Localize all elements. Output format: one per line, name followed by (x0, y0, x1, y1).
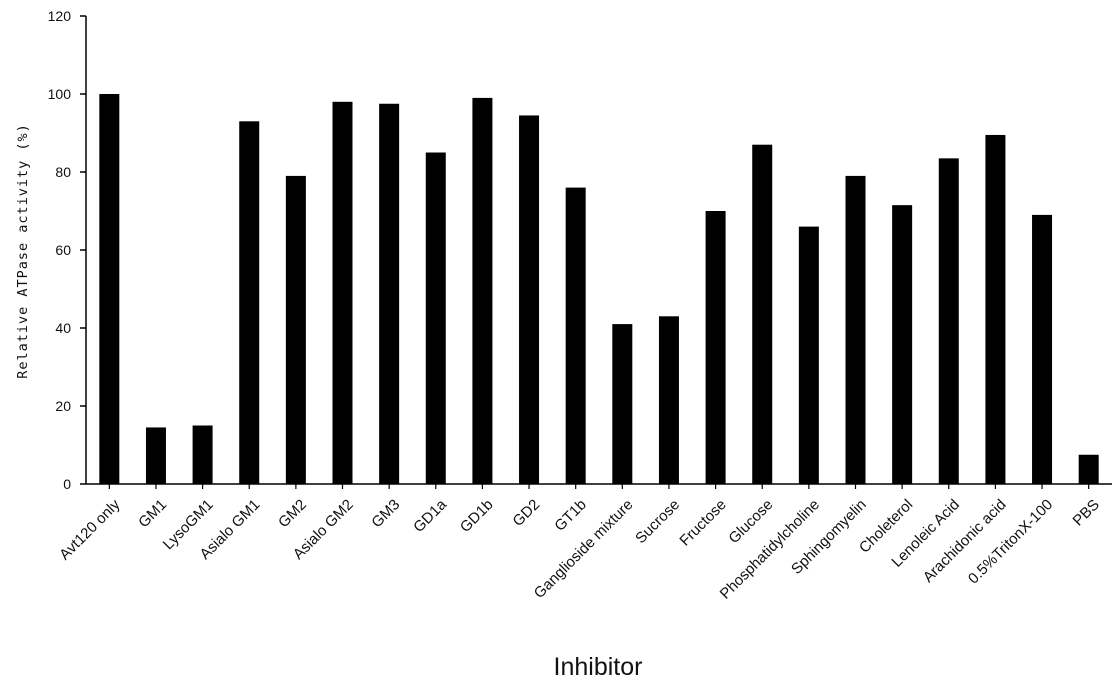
category-label: Avt120 only (56, 496, 124, 564)
bar (425, 152, 446, 484)
category-label: GM1 (135, 496, 170, 531)
y-tick-label: 20 (55, 398, 71, 414)
category-label: PBS (1070, 496, 1103, 529)
category-label: 0.5%TritonX-100 (965, 496, 1056, 587)
category-label: GD1a (410, 496, 450, 536)
bar (705, 211, 726, 484)
category-label: GD2 (509, 496, 543, 530)
bar (798, 226, 819, 484)
category-label: GM3 (368, 496, 403, 531)
category-label: GD1b (457, 496, 497, 536)
y-axis-label: Relative ATPase activity (%) (15, 123, 31, 379)
bar (379, 103, 400, 484)
bar (99, 94, 120, 484)
bar (612, 324, 633, 484)
category-label: Sucrose (632, 496, 683, 547)
bar (285, 175, 306, 484)
category-label: GM2 (275, 496, 310, 531)
bar (565, 187, 586, 484)
bar (192, 425, 213, 484)
bars (99, 94, 1099, 485)
bar (1032, 214, 1053, 484)
bar (938, 158, 959, 484)
bar (892, 205, 913, 484)
y-tick-label: 60 (55, 242, 71, 258)
y-tick-label: 0 (63, 476, 71, 492)
y-tick-label: 100 (48, 86, 72, 102)
bar (985, 134, 1006, 484)
bar (519, 115, 540, 484)
bar (658, 316, 679, 484)
category-label: Arachidonic acid (920, 496, 1010, 586)
category-label: GT1b (551, 496, 590, 535)
bar (145, 427, 166, 484)
y-ticks: 0 20 40 60 80 100 120 (48, 8, 86, 492)
bar (752, 144, 773, 484)
x-axis-label: Inhibitor (554, 653, 643, 681)
bar (239, 121, 260, 485)
category-label: Fructose (676, 496, 729, 549)
y-tick-label: 120 (48, 8, 72, 24)
bar (472, 97, 493, 485)
bar (332, 101, 353, 485)
y-tick-label: 40 (55, 320, 71, 336)
bar (1078, 454, 1099, 484)
y-tick-label: 80 (55, 164, 71, 180)
bar (845, 175, 866, 484)
